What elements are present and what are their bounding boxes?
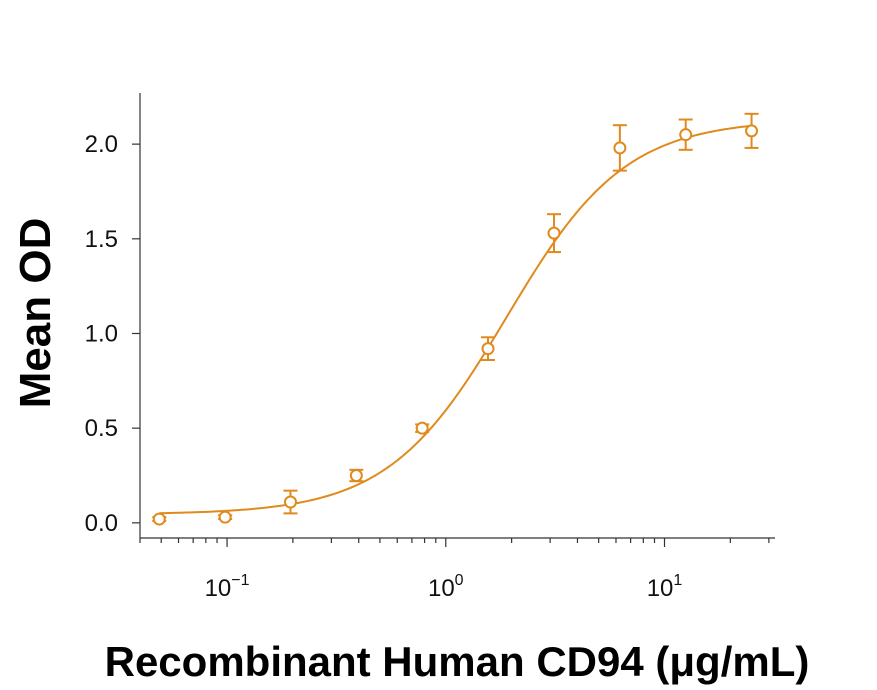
y-axis-title: Mean OD (11, 218, 60, 409)
data-point (218, 510, 233, 524)
point-marker (415, 421, 429, 435)
x-axis-title: Recombinant Human CD94 (μg/mL) (105, 638, 810, 685)
data-point (547, 213, 562, 254)
x-tick-label: 10−1 (205, 572, 250, 602)
data-point (744, 112, 759, 149)
y-tick-label: 0.0 (85, 510, 118, 537)
point-marker (745, 124, 759, 138)
point-marker (283, 495, 297, 509)
data-point (349, 468, 364, 483)
point-marker (152, 512, 166, 526)
x-tick-label: 100 (428, 572, 464, 602)
data-point (152, 512, 167, 526)
data-point (283, 489, 298, 515)
data-point (612, 124, 627, 172)
point-marker (679, 128, 693, 142)
point-marker (613, 141, 627, 155)
point-marker (481, 342, 495, 356)
fit-curve (159, 124, 752, 515)
y-axis: 0.0 0.5 1.0 1.5 2.0 (85, 93, 141, 538)
y-tick-label: 1.5 (85, 226, 118, 253)
point-marker (218, 510, 232, 524)
y-tick-label: 1.0 (85, 320, 118, 347)
data-point (678, 118, 693, 151)
data-points (152, 112, 759, 526)
point-marker (349, 469, 363, 483)
point-marker (547, 226, 561, 240)
x-axis: 10−1 100 101 (139, 537, 775, 602)
data-point (481, 336, 496, 361)
x-tick-label: 101 (647, 572, 683, 602)
data-point (415, 421, 430, 435)
y-tick-label: 2.0 (85, 131, 118, 158)
y-tick-label: 0.5 (85, 415, 118, 442)
